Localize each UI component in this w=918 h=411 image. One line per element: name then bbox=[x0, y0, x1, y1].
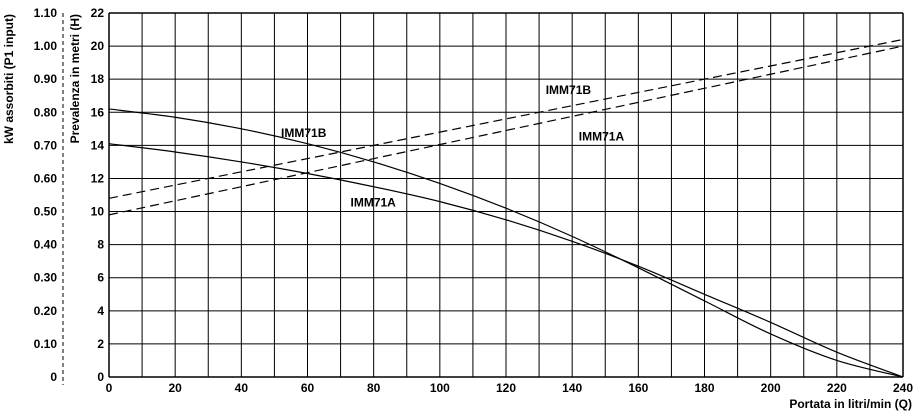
y-tick-label: 0 bbox=[97, 370, 104, 384]
y-tick-label: 6 bbox=[97, 271, 104, 285]
y2-tick-label: 1.00 bbox=[34, 39, 58, 53]
x-tick-label: 180 bbox=[694, 381, 714, 395]
x-tick-label: 120 bbox=[496, 381, 516, 395]
y2-tick-label: 0.70 bbox=[34, 138, 58, 152]
y-tick-label: 10 bbox=[91, 205, 105, 219]
y2-tick-label: 0.50 bbox=[34, 205, 58, 219]
x-tick-label: 60 bbox=[301, 381, 315, 395]
y2-axis-label: kW assorbiti (P1 input) bbox=[2, 14, 16, 144]
y-tick-label: 16 bbox=[91, 105, 105, 119]
y-tick-label: 12 bbox=[91, 171, 105, 185]
x-tick-label: 20 bbox=[168, 381, 182, 395]
y2-tick-label: 0.90 bbox=[34, 72, 58, 86]
y-tick-label: 14 bbox=[91, 138, 105, 152]
y-tick-labels: 0 2 4 6 8 10 12 14 16 18 20 22 bbox=[91, 6, 105, 384]
y2-tick-label: 0.20 bbox=[34, 304, 58, 318]
x-tick-label: 220 bbox=[827, 381, 847, 395]
series-line-imm71b-power bbox=[108, 38, 904, 199]
x-tick-labels: 0 20 40 60 80 100 120 140 160 180 200 220 240 bbox=[106, 381, 914, 395]
x-tick-label: 40 bbox=[235, 381, 249, 395]
series-lines bbox=[108, 38, 904, 378]
x-tick-label: 140 bbox=[562, 381, 582, 395]
y-tick-label: 22 bbox=[91, 6, 105, 20]
series-annotation-label: IMM71A bbox=[579, 129, 625, 143]
y-tick-label: 20 bbox=[91, 39, 105, 53]
series-annotation-label: IMM71B bbox=[281, 126, 327, 140]
x-tick-label: 240 bbox=[893, 381, 913, 395]
series-annotations: IMM71B IMM71A IMM71B IMM71A bbox=[281, 83, 624, 210]
series-line-imm71a-power bbox=[108, 45, 904, 216]
y-axis-label: Prevalenza in metri (H) bbox=[68, 14, 82, 143]
grid bbox=[108, 12, 904, 378]
y2-tick-label: 0.30 bbox=[34, 271, 58, 285]
x-tick-label: 200 bbox=[761, 381, 781, 395]
y-tick-label: 18 bbox=[91, 72, 105, 86]
series-annotation-label: IMM71A bbox=[351, 196, 397, 210]
x-axis-label: Portata in litri/min (Q) bbox=[789, 397, 912, 411]
y-tick-label: 2 bbox=[97, 337, 104, 351]
y2-tick-label: 0.10 bbox=[34, 337, 58, 351]
x-tick-label: 160 bbox=[628, 381, 648, 395]
y2-tick-label: 0.60 bbox=[34, 171, 58, 185]
x-tick-label: 100 bbox=[430, 381, 450, 395]
series-line-imm71b-head bbox=[108, 108, 904, 378]
series-annotation-label: IMM71B bbox=[546, 83, 592, 97]
y2-tick-label: 0 bbox=[50, 370, 57, 384]
y2-tick-label: 0.80 bbox=[34, 105, 58, 119]
x-tick-label: 80 bbox=[367, 381, 381, 395]
y2-tick-labels: 0 0.10 0.20 0.30 0.40 0.50 0.60 0.70 0.80 0.90 1.0… bbox=[34, 6, 58, 384]
series-line-imm71a-head bbox=[108, 143, 904, 378]
x-tick-label: 0 bbox=[106, 381, 113, 395]
y-tick-label: 4 bbox=[97, 304, 104, 318]
y2-tick-label: 1.10 bbox=[34, 6, 58, 20]
y-tick-label: 8 bbox=[97, 238, 104, 252]
y2-tick-label: 0.40 bbox=[34, 238, 58, 252]
